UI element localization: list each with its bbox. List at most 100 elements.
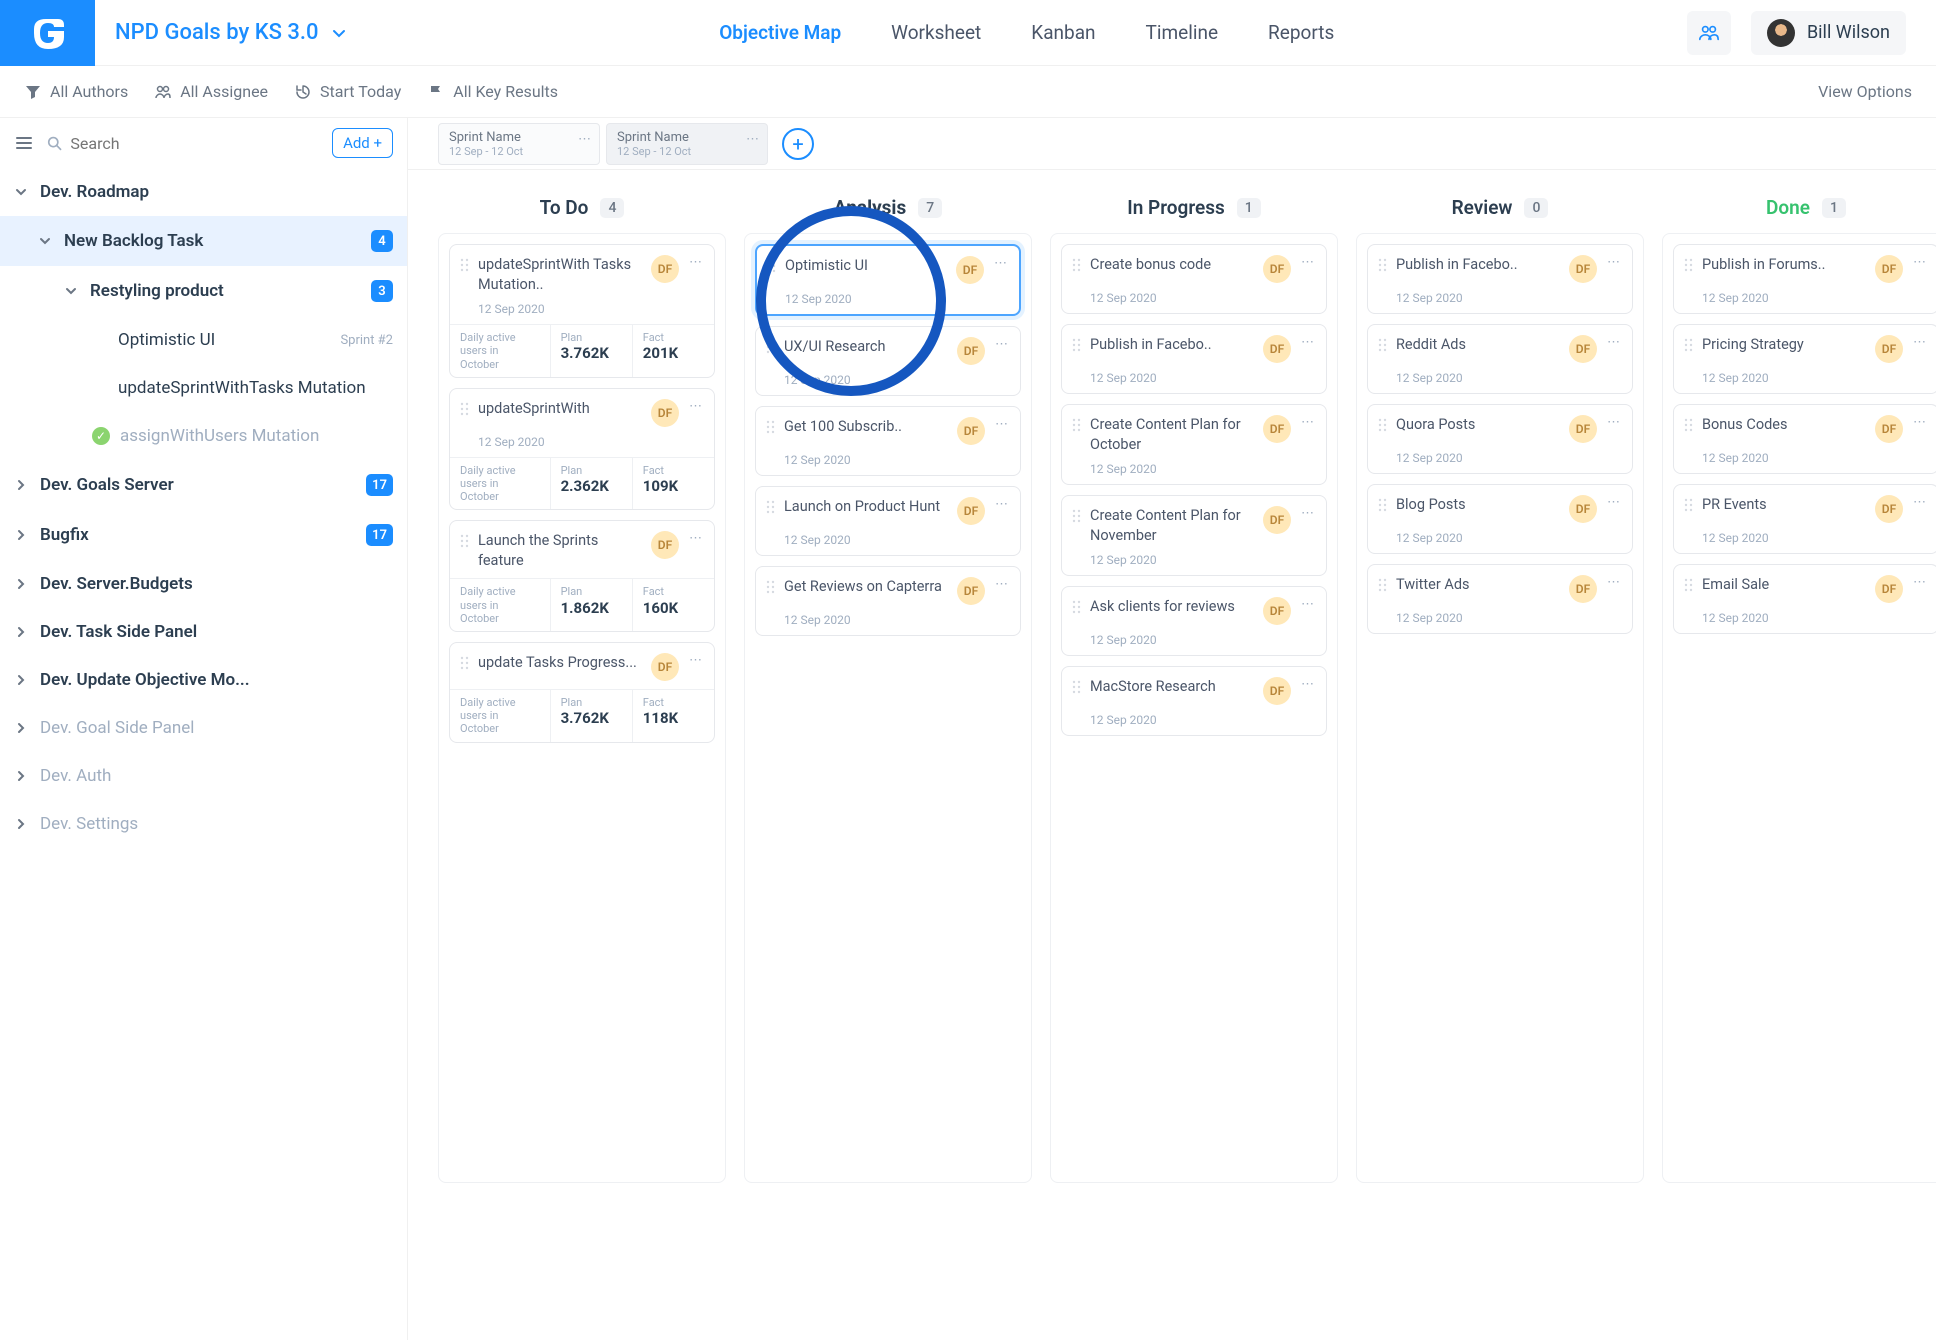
task-card[interactable]: Launch on Product HuntDF⋯12 Sep 2020 [755,486,1021,556]
tree-item[interactable]: updateSprintWithTasks Mutation [0,364,407,412]
view-options[interactable]: View Options [1818,82,1912,101]
search-input[interactable] [70,134,320,153]
assignee-avatar[interactable]: DF [651,653,679,681]
more-icon[interactable]: ⋯ [1299,415,1316,430]
more-icon[interactable]: ⋯ [687,399,704,414]
nav-tab-kanban[interactable]: Kanban [1031,15,1095,50]
nav-tab-timeline[interactable]: Timeline [1146,15,1219,50]
add-sprint-button[interactable]: + [782,128,814,160]
task-card[interactable]: Optimistic UIDF⋯12 Sep 2020 [755,244,1021,316]
more-icon[interactable]: ⋯ [993,577,1010,592]
tree-item[interactable]: Dev. Update Objective Mo... [0,656,407,704]
more-icon[interactable]: ⋯ [1299,506,1316,521]
more-icon[interactable]: ⋯ [746,132,759,147]
filter-authors[interactable]: All Authors [24,82,128,101]
assignee-avatar[interactable]: DF [1875,255,1903,283]
tree-item[interactable]: ✓assignWithUsers Mutation [0,412,407,460]
more-icon[interactable]: ⋯ [1299,677,1316,692]
tree-item[interactable]: Dev. Task Side Panel [0,608,407,656]
grip-icon[interactable] [460,401,470,417]
user-menu[interactable]: Bill Wilson [1751,11,1906,55]
more-icon[interactable]: ⋯ [687,531,704,546]
task-card[interactable]: Reddit AdsDF⋯12 Sep 2020 [1367,324,1633,394]
task-card[interactable]: Publish in Facebo..DF⋯12 Sep 2020 [1061,324,1327,394]
assignee-avatar[interactable]: DF [1875,575,1903,603]
sidebar-toggle[interactable] [14,133,34,153]
task-card[interactable]: Launch the Sprints featureDF⋯Daily activ… [449,520,715,632]
task-card[interactable]: updateSprintWith Tasks Mutation..DF⋯12 S… [449,244,715,378]
assignee-avatar[interactable]: DF [651,531,679,559]
tree-item[interactable]: Bugfix17 [0,510,407,560]
assignee-avatar[interactable]: DF [1569,255,1597,283]
grip-icon[interactable] [460,655,470,671]
grip-icon[interactable] [1684,337,1694,353]
task-card[interactable]: Publish in Facebo..DF⋯12 Sep 2020 [1367,244,1633,314]
assignee-avatar[interactable]: DF [1569,575,1597,603]
assignee-avatar[interactable]: DF [957,497,985,525]
tree-item[interactable]: Dev. Settings [0,800,407,848]
task-card[interactable]: Email SaleDF⋯12 Sep 2020 [1673,564,1936,634]
task-card[interactable]: Blog PostsDF⋯12 Sep 2020 [1367,484,1633,554]
task-card[interactable]: Quora PostsDF⋯12 Sep 2020 [1367,404,1633,474]
tree-item[interactable]: Dev. Goals Server17 [0,460,407,510]
more-icon[interactable]: ⋯ [992,256,1009,271]
more-icon[interactable]: ⋯ [1605,415,1622,430]
grip-icon[interactable] [1072,599,1082,615]
task-card[interactable]: update Tasks Progress...DF⋯Daily active … [449,642,715,743]
logo[interactable] [0,0,95,66]
assignee-avatar[interactable]: DF [957,417,985,445]
tree-item[interactable]: Optimistic UISprint #2 [0,316,407,364]
grip-icon[interactable] [766,579,776,595]
task-card[interactable]: Bonus CodesDF⋯12 Sep 2020 [1673,404,1936,474]
task-card[interactable]: Create Content Plan for OctoberDF⋯12 Sep… [1061,404,1327,485]
assignee-avatar[interactable]: DF [1875,495,1903,523]
grip-icon[interactable] [1072,508,1082,524]
more-icon[interactable]: ⋯ [1605,335,1622,350]
grip-icon[interactable] [1072,257,1082,273]
grip-icon[interactable] [1072,679,1082,695]
more-icon[interactable]: ⋯ [1299,255,1316,270]
assignee-avatar[interactable]: DF [1875,415,1903,443]
nav-tab-reports[interactable]: Reports [1268,15,1334,50]
task-card[interactable]: MacStore ResearchDF⋯12 Sep 2020 [1061,666,1327,736]
people-button[interactable] [1687,11,1731,55]
tree-item[interactable]: Dev. Server.Budgets [0,560,407,608]
grip-icon[interactable] [1684,417,1694,433]
task-card[interactable]: Publish in Forums..DF⋯12 Sep 2020 [1673,244,1936,314]
tree-item[interactable]: Dev. Goal Side Panel [0,704,407,752]
assignee-avatar[interactable]: DF [1263,255,1291,283]
task-card[interactable]: Create Content Plan for NovemberDF⋯12 Se… [1061,495,1327,576]
filter-key-results[interactable]: All Key Results [427,82,558,101]
tree-item[interactable]: New Backlog Task4 [0,216,407,266]
filter-assignee[interactable]: All Assignee [154,82,268,101]
more-icon[interactable]: ⋯ [578,132,591,147]
grip-icon[interactable] [1378,577,1388,593]
task-card[interactable]: Ask clients for reviewsDF⋯12 Sep 2020 [1061,586,1327,656]
more-icon[interactable]: ⋯ [993,497,1010,512]
more-icon[interactable]: ⋯ [1605,495,1622,510]
grip-icon[interactable] [460,257,470,273]
more-icon[interactable]: ⋯ [1911,335,1928,350]
grip-icon[interactable] [766,499,776,515]
more-icon[interactable]: ⋯ [993,417,1010,432]
task-card[interactable]: updateSprintWithDF⋯12 Sep 2020Daily acti… [449,388,715,511]
assignee-avatar[interactable]: DF [651,255,679,283]
assignee-avatar[interactable]: DF [1569,415,1597,443]
assignee-avatar[interactable]: DF [1569,335,1597,363]
nav-tab-worksheet[interactable]: Worksheet [891,15,981,50]
more-icon[interactable]: ⋯ [1911,495,1928,510]
assignee-avatar[interactable]: DF [1569,495,1597,523]
sprint-chip[interactable]: Sprint Name12 Sep - 12 Oct⋯ [438,123,600,165]
assignee-avatar[interactable]: DF [956,256,984,284]
tree-item[interactable]: Dev. Auth [0,752,407,800]
search[interactable] [46,134,320,153]
filter-start-today[interactable]: Start Today [294,82,401,101]
more-icon[interactable]: ⋯ [1605,255,1622,270]
assignee-avatar[interactable]: DF [957,337,985,365]
more-icon[interactable]: ⋯ [1911,255,1928,270]
grip-icon[interactable] [1072,417,1082,433]
more-icon[interactable]: ⋯ [1605,575,1622,590]
task-card[interactable]: UX/UI ResearchDF⋯12 Sep 2020 [755,326,1021,396]
tree-item[interactable]: Dev. Roadmap [0,168,407,216]
assignee-avatar[interactable]: DF [651,399,679,427]
